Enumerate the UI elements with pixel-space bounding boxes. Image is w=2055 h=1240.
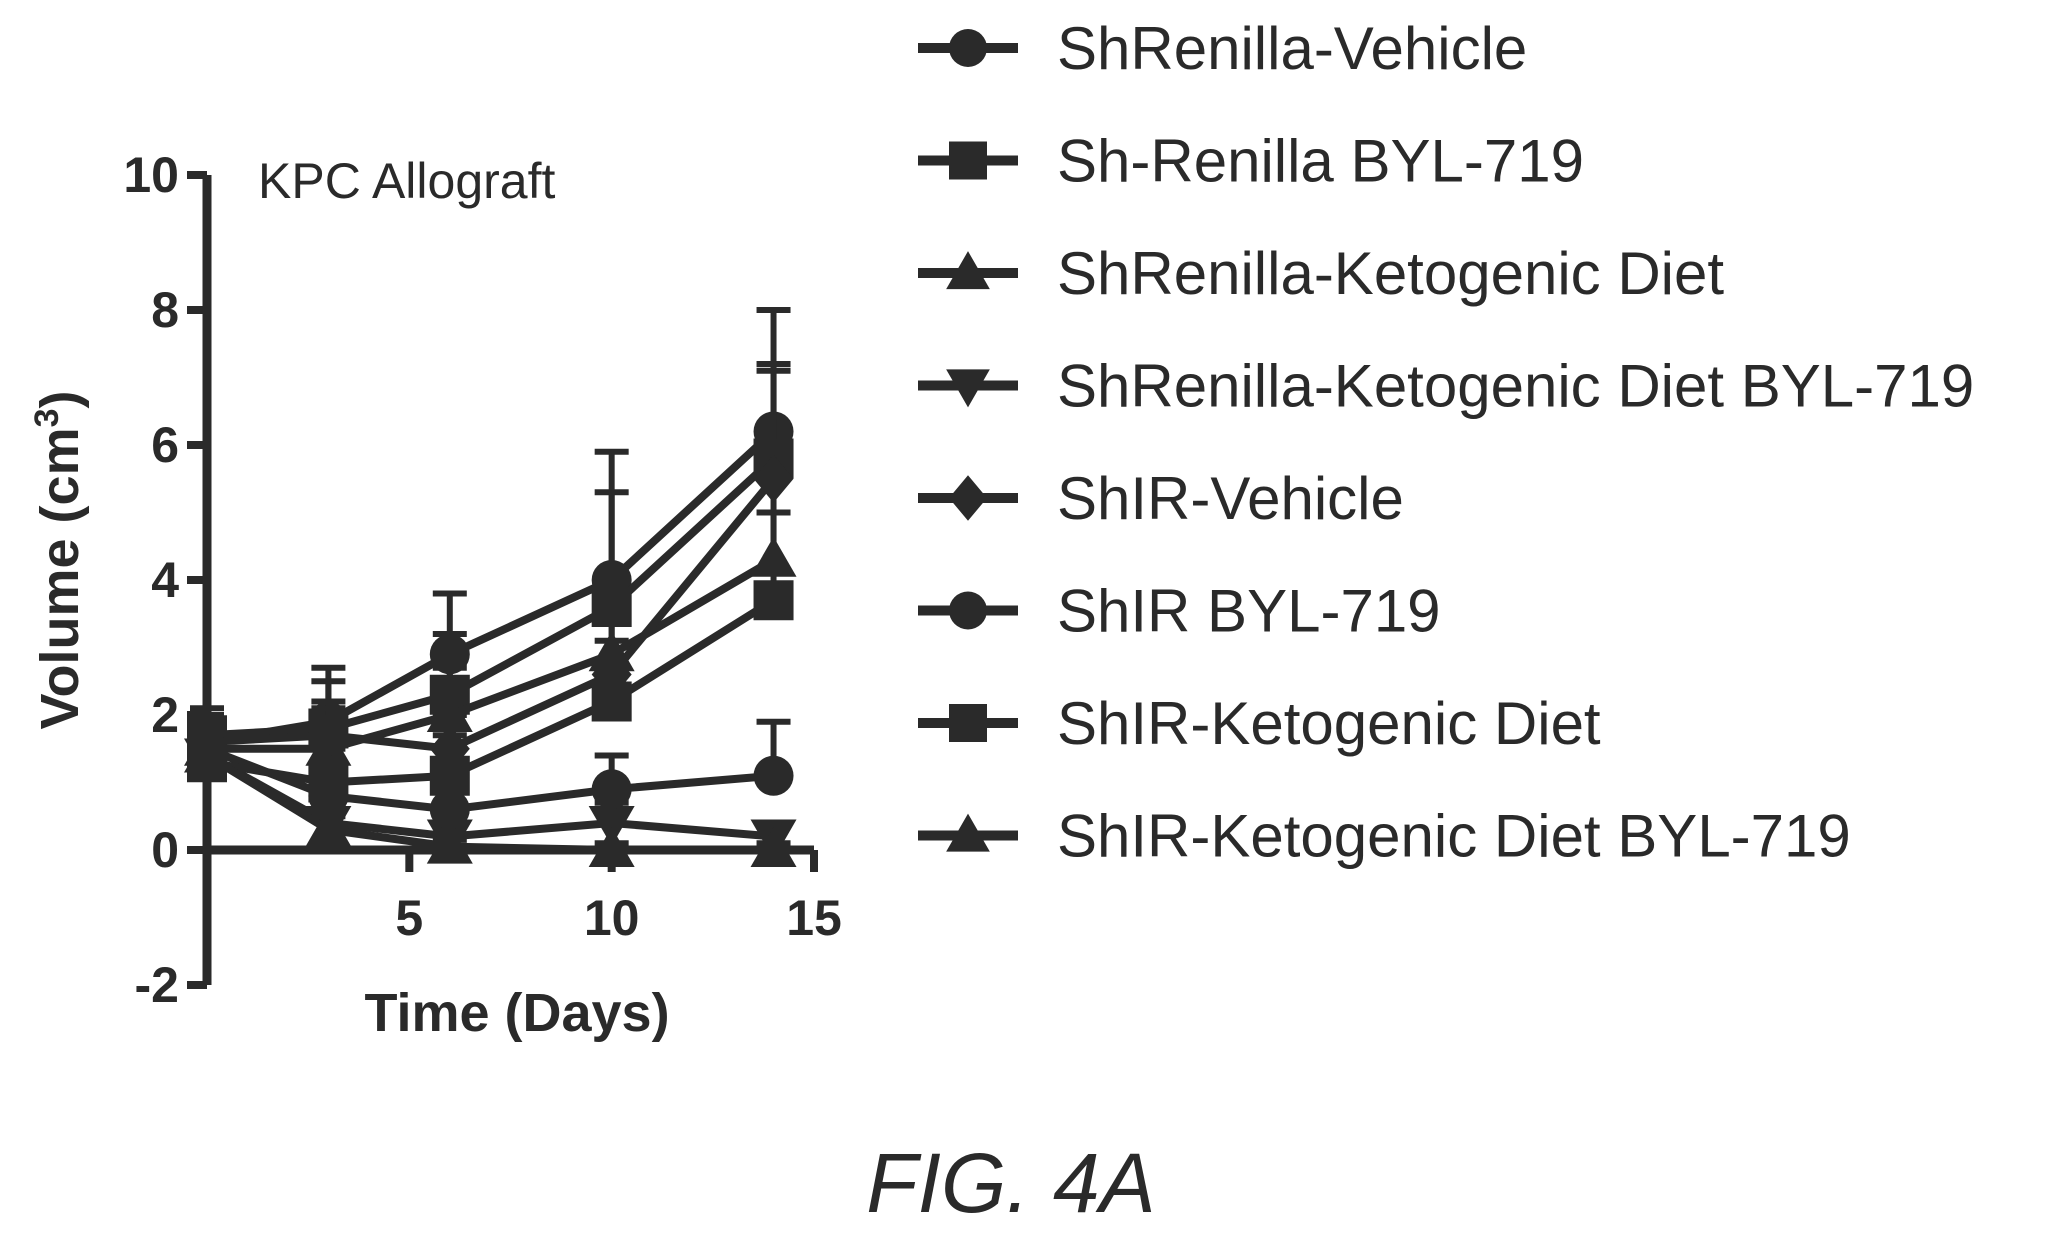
y-tick-label: 6 [151,417,179,473]
legend-swatch-marker [949,29,987,67]
data-point [308,762,349,803]
legend-swatch-marker [949,591,987,630]
series-line [206,455,777,740]
legend-swatch-marker [946,369,990,408]
x-axis-title: Time (Days) [364,983,669,1043]
y-tick-label: 10 [123,147,179,203]
y-tick-label: 2 [151,687,179,743]
series-5 [187,367,794,773]
x-tick-label: 5 [395,890,423,946]
plot-area [184,307,797,867]
y-axis-title-close: ) [30,391,90,409]
data-point [753,454,794,503]
data-point [588,806,635,846]
y-tick-label: 8 [151,282,179,338]
y-tick-label: 4 [151,552,179,608]
x-tick-label: 15 [786,890,842,946]
legend-entry-8: ShIR-Ketogenic Diet BYL-719 [918,803,1851,870]
legend: ShRenilla-Vehicle Sh-Renilla BYL-719 ShRen… [918,15,1974,870]
legend-swatch-marker [949,475,987,521]
series-7 [187,509,794,803]
legend-entry-7: ShIR-Ketogenic Diet [918,690,1601,757]
legend-entry-3: ShRenilla-Ketogenic Diet [918,240,1724,307]
data-point [305,806,352,847]
axes: -2 0 2 4 6 8 10 5 10 15 [123,147,841,1013]
series-1 [187,307,794,762]
figure-label: FIG. 4A [866,1136,1155,1230]
legend-label: ShRenilla-Ketogenic Diet [1057,240,1724,307]
x-tick-label: 10 [584,890,640,946]
legend-entry-1: ShRenilla-Vehicle [918,15,1527,82]
legend-label: ShRenilla-Vehicle [1057,15,1527,82]
legend-swatch-marker [949,141,987,180]
y-tick-label: 0 [151,822,179,878]
series-line [206,596,776,787]
data-point [591,769,632,810]
legend-label: ShIR-Ketogenic Diet BYL-719 [1057,803,1851,870]
data-point [429,789,470,830]
chart-title: KPC Allograft [258,153,555,209]
series-3 [184,469,797,766]
legend-swatch-marker [946,813,990,852]
series-line [205,752,774,841]
data-point [753,755,794,796]
data-point [753,580,794,621]
data-point [429,755,470,796]
legend-swatch-marker [949,704,987,742]
legend-label: Sh-Renilla BYL-719 [1057,128,1584,195]
y-axis-title-main: Volume (cm [30,427,90,729]
legend-entry-4: ShRenilla-Ketogenic Diet BYL-719 [918,353,1974,420]
y-axis-title: Volume (cm3) [28,391,90,730]
legend-label: ShIR BYL-719 [1057,578,1441,645]
y-tick-label: -2 [135,957,179,1013]
y-axis-title-unit-sup: 3 [28,409,66,428]
legend-label: ShIR-Vehicle [1057,465,1404,532]
legend-swatch-marker [946,251,990,290]
legend-label: ShIR-Ketogenic Diet [1057,690,1601,757]
data-point [591,681,632,722]
legend-entry-2: Sh-Renilla BYL-719 [918,128,1584,195]
legend-entry-5: ShIR-Vehicle [918,465,1404,532]
legend-entry-6: ShIR BYL-719 [918,578,1441,645]
legend-label: ShRenilla-Ketogenic Diet BYL-719 [1057,353,1974,420]
